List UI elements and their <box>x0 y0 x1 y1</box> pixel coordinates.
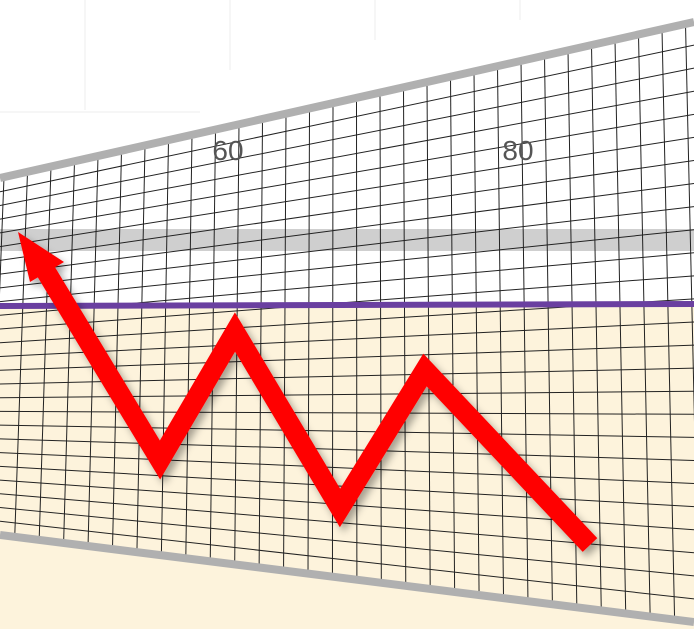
grid-line <box>0 344 694 371</box>
grid-line <box>520 60 529 602</box>
arrow-head <box>18 232 64 282</box>
perspective-grid <box>0 23 694 620</box>
plane-edge-top <box>0 18 694 182</box>
grid-line <box>185 134 193 559</box>
grid-line <box>0 159 694 261</box>
plane-lower <box>0 305 694 622</box>
grid-line <box>0 424 694 438</box>
grid-line <box>567 50 578 608</box>
grid-line <box>0 136 694 248</box>
grid-line <box>111 150 122 550</box>
grid-line <box>0 321 694 357</box>
grid-line <box>160 140 169 556</box>
grid-line <box>63 161 75 543</box>
faint-grid <box>0 0 521 113</box>
grid-line <box>661 29 676 620</box>
grid-line <box>0 90 694 220</box>
grid-line <box>0 507 694 577</box>
grid-line <box>497 66 505 599</box>
grid-line <box>0 177 5 295</box>
red-arrow <box>18 232 598 552</box>
grid-line <box>14 171 28 537</box>
axis-label: 80 <box>502 135 533 166</box>
grid-line <box>38 166 52 540</box>
grid-line <box>0 206 694 289</box>
grid-line <box>0 452 694 485</box>
grid-line <box>0 520 694 600</box>
grid-line <box>0 410 694 415</box>
grid-line <box>0 229 694 303</box>
grid-line <box>136 145 146 553</box>
grid-line <box>0 183 694 275</box>
grid-line <box>0 67 694 206</box>
grid-line <box>0 113 694 234</box>
gray-band <box>0 229 694 251</box>
purple-line <box>0 301 694 309</box>
axis-label: 60 <box>212 135 243 166</box>
grid-line <box>0 438 694 461</box>
grid-line <box>614 39 627 614</box>
grid-line <box>638 34 651 617</box>
plane-edge-bottom <box>0 531 694 626</box>
grid-line <box>0 44 694 193</box>
grid-line <box>685 23 694 422</box>
grid-line <box>591 45 602 611</box>
arrow-line <box>33 259 598 552</box>
